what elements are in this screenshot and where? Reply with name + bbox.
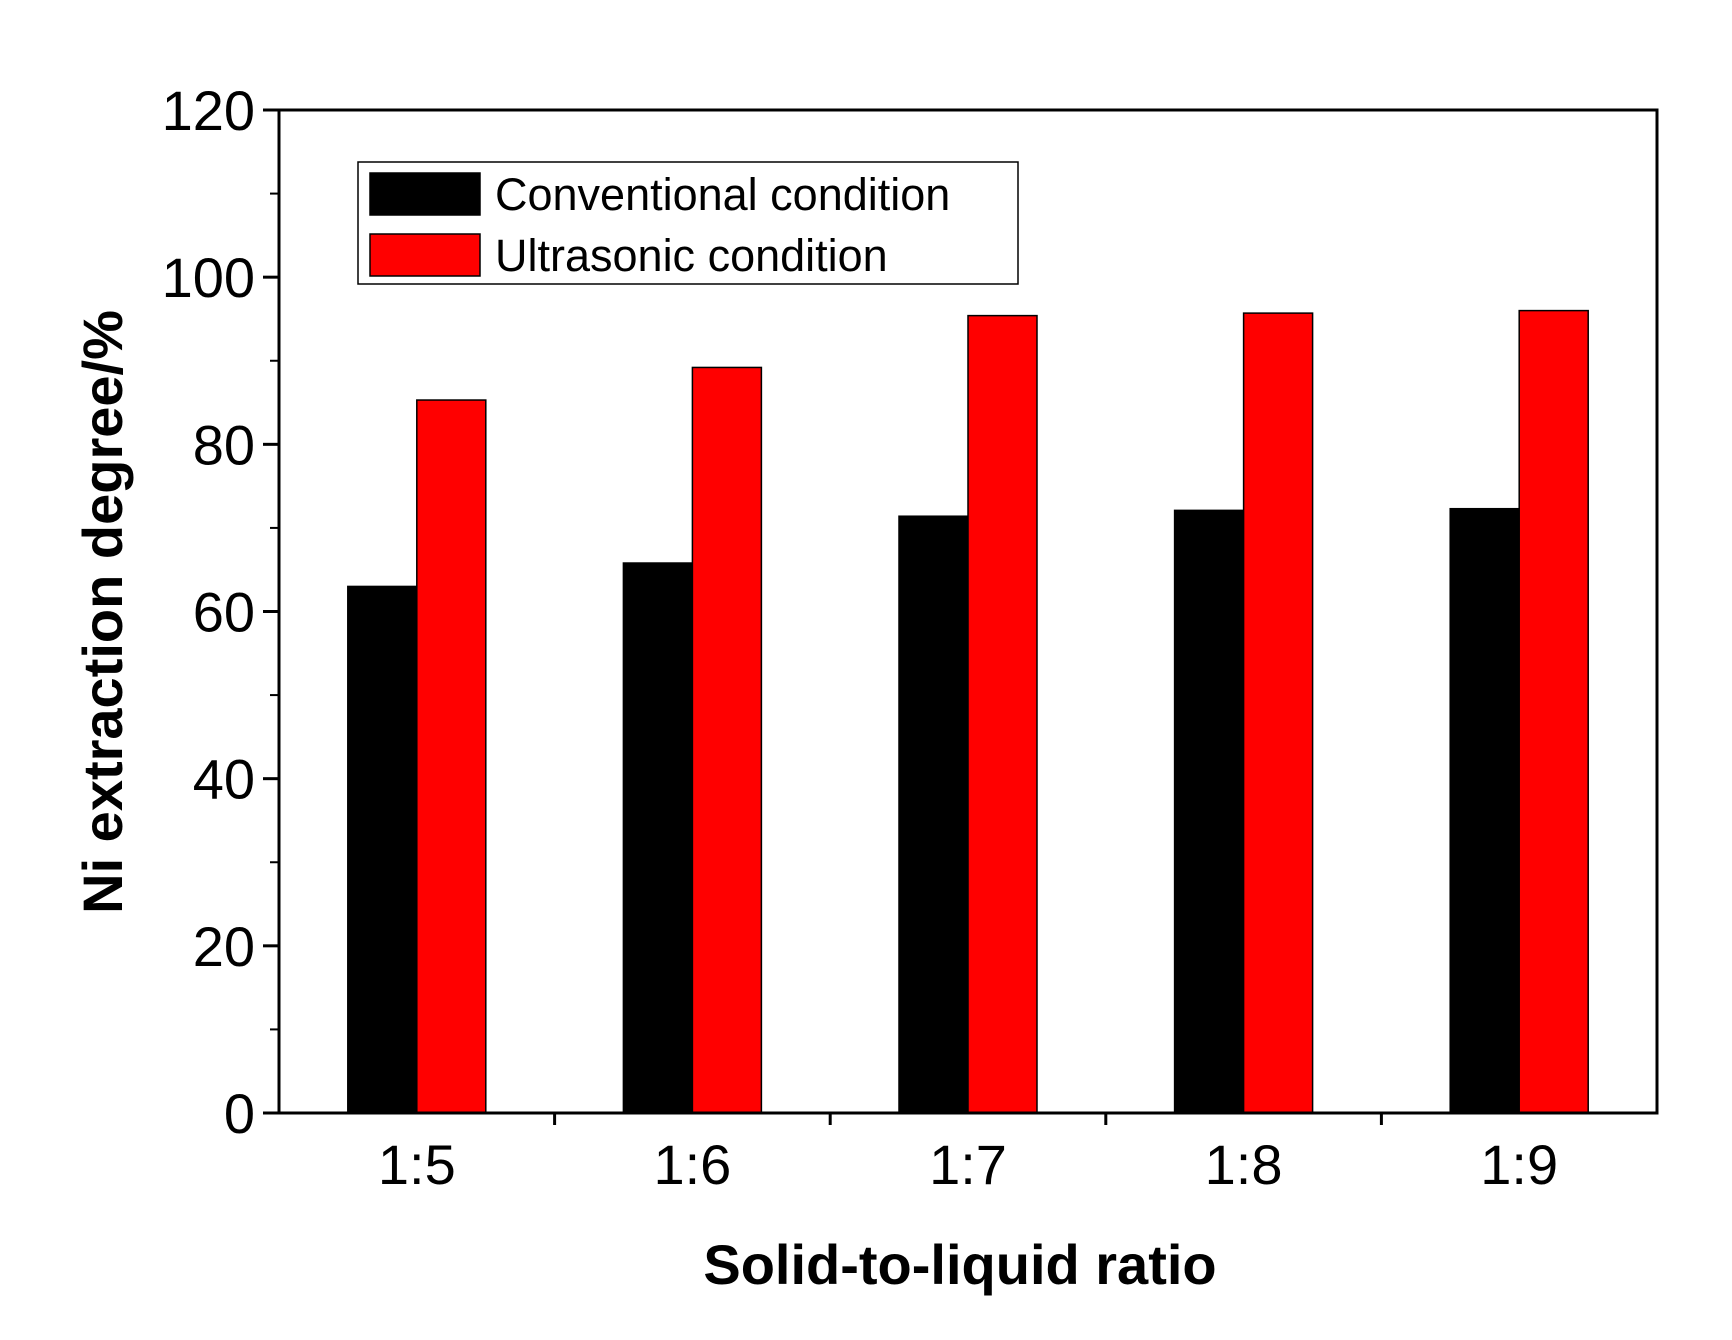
y-tick-label: 60 [193,581,255,644]
bar-ultrasonic-1-8 [1242,312,1314,1114]
x-tick-label: 1:8 [1205,1133,1283,1196]
legend-swatch-conventional [369,172,481,216]
y-axis-ticks: 0 20 40 60 80 100 120 [162,79,279,1145]
bar-conventional-1-8 [1173,509,1245,1114]
bar-conventional-1-9 [1449,507,1520,1114]
plot-frame [277,108,1659,1115]
y-tick-label: 20 [193,915,255,978]
legend-label-conventional: Conventional condition [495,169,950,220]
y-tick-label: 100 [162,246,255,309]
x-tick-label: 1:6 [653,1133,731,1196]
y-tick-label: 120 [162,79,255,142]
y-tick-label: 40 [193,748,255,811]
y-tick-label: 0 [224,1082,255,1145]
x-tick-label: 1:7 [929,1133,1007,1196]
bar-ultrasonic-1-6 [691,366,763,1114]
bar-conventional-1-7 [898,515,969,1114]
y-tick-label: 80 [193,413,255,476]
bar-conventional-1-5 [347,585,418,1114]
bar-conventional-1-6 [622,562,694,1114]
x-tick-label: 1:5 [378,1133,456,1196]
x-tick-label: 1:9 [1480,1133,1558,1196]
y-axis-title: Ni extraction degree/% [71,310,134,914]
legend: Conventional condition Ultrasonic condit… [357,161,1019,285]
bars-group [347,309,1589,1114]
legend-label-ultrasonic: Ultrasonic condition [495,230,888,281]
bar-ultrasonic-1-7 [967,314,1038,1114]
bar-ultrasonic-1-5 [416,399,487,1114]
legend-swatch-ultrasonic [369,233,481,277]
x-axis-ticks: 1:5 1:6 1:7 1:8 1:9 [378,1113,1558,1196]
bar-ultrasonic-1-9 [1518,309,1589,1114]
x-axis-title: Solid-to-liquid ratio [703,1233,1216,1296]
